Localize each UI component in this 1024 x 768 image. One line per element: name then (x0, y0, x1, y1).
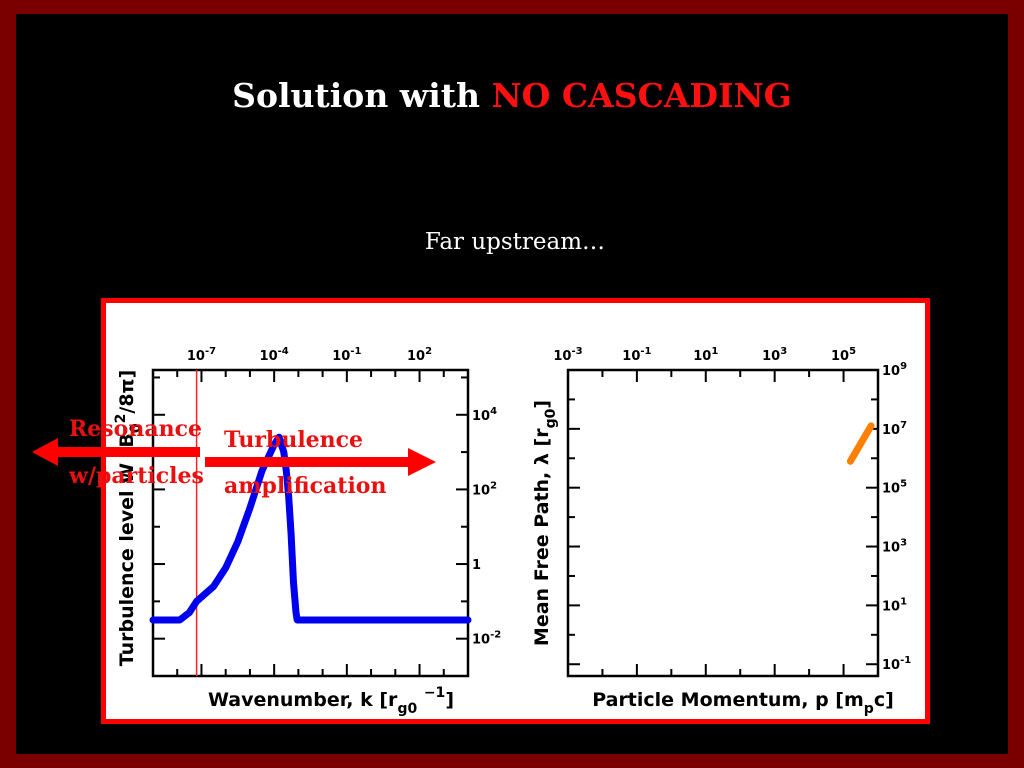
left-x-tick-label: 10-7 (187, 346, 216, 364)
left-y-axis-label: Turbulence level W [B02/8π] (113, 370, 144, 667)
right-y-tick-label: 103 (882, 538, 907, 556)
right-plot-frame (566, 368, 880, 678)
figure-svg: 10-7 10-4 10-1 102 104 102 1 10-2 Wavenumber, k … (106, 303, 925, 719)
turbulence-label: Turbulence (224, 427, 364, 453)
figure-background (106, 303, 925, 719)
turbulence-spectrum-line (149, 433, 472, 624)
title-highlight: NO CASCADING (491, 76, 792, 115)
left-plot-frame (151, 368, 470, 678)
left-x-tick-label: 10-1 (332, 346, 361, 364)
right-y-tick-label: 101 (882, 596, 907, 614)
slide-subtitle: Far upstream… (424, 229, 606, 255)
mean-free-path-chart: 10-3 10-1 101 103 105 109 107 105 103 101 10-1 Part… (531, 346, 911, 717)
right-x-axis-label: Particle Momentum, p [mpc] (592, 689, 894, 717)
resonance-label: Resonance (69, 416, 202, 442)
right-x-tick-label: 103 (762, 346, 787, 364)
figure-panel: 10-7 10-4 10-1 102 104 102 1 10-2 Wavenumber, k … (101, 298, 930, 724)
resonance-label-2: w/particles (69, 463, 204, 489)
right-y-tick-label: 10-1 (882, 655, 911, 673)
left-y-tick-label: 102 (472, 480, 497, 498)
left-y-tick-label: 10-2 (472, 630, 501, 648)
left-x-tick-label: 10-4 (260, 346, 289, 364)
left-x-tick-label: 102 (407, 346, 432, 364)
left-y-tick-label: 1 (472, 558, 481, 573)
mean-free-path-line (846, 422, 875, 465)
title-main: Solution with (232, 76, 492, 115)
right-y-axis-label: Mean Free Path, λ [rg0] (531, 400, 559, 646)
right-y-tick-label: 107 (882, 420, 907, 438)
right-y-tick-label: 109 (882, 361, 907, 379)
right-y-tick-label: 105 (882, 479, 907, 497)
turbulence-label-2: amplification (224, 473, 387, 499)
right-x-tick-label: 101 (693, 346, 718, 364)
left-y-tick-label: 104 (472, 406, 497, 424)
left-x-axis-label: Wavenumber, k [rg0 −1] (208, 685, 454, 717)
right-x-tick-label: 10-1 (622, 346, 651, 364)
right-x-tick-label: 10-3 (553, 346, 582, 364)
slide-title: Solution with NO CASCADING (0, 76, 1024, 115)
turbulence-chart: 10-7 10-4 10-1 102 104 102 1 10-2 Wavenumber, k … (113, 346, 501, 717)
right-x-tick-label: 105 (831, 346, 856, 364)
